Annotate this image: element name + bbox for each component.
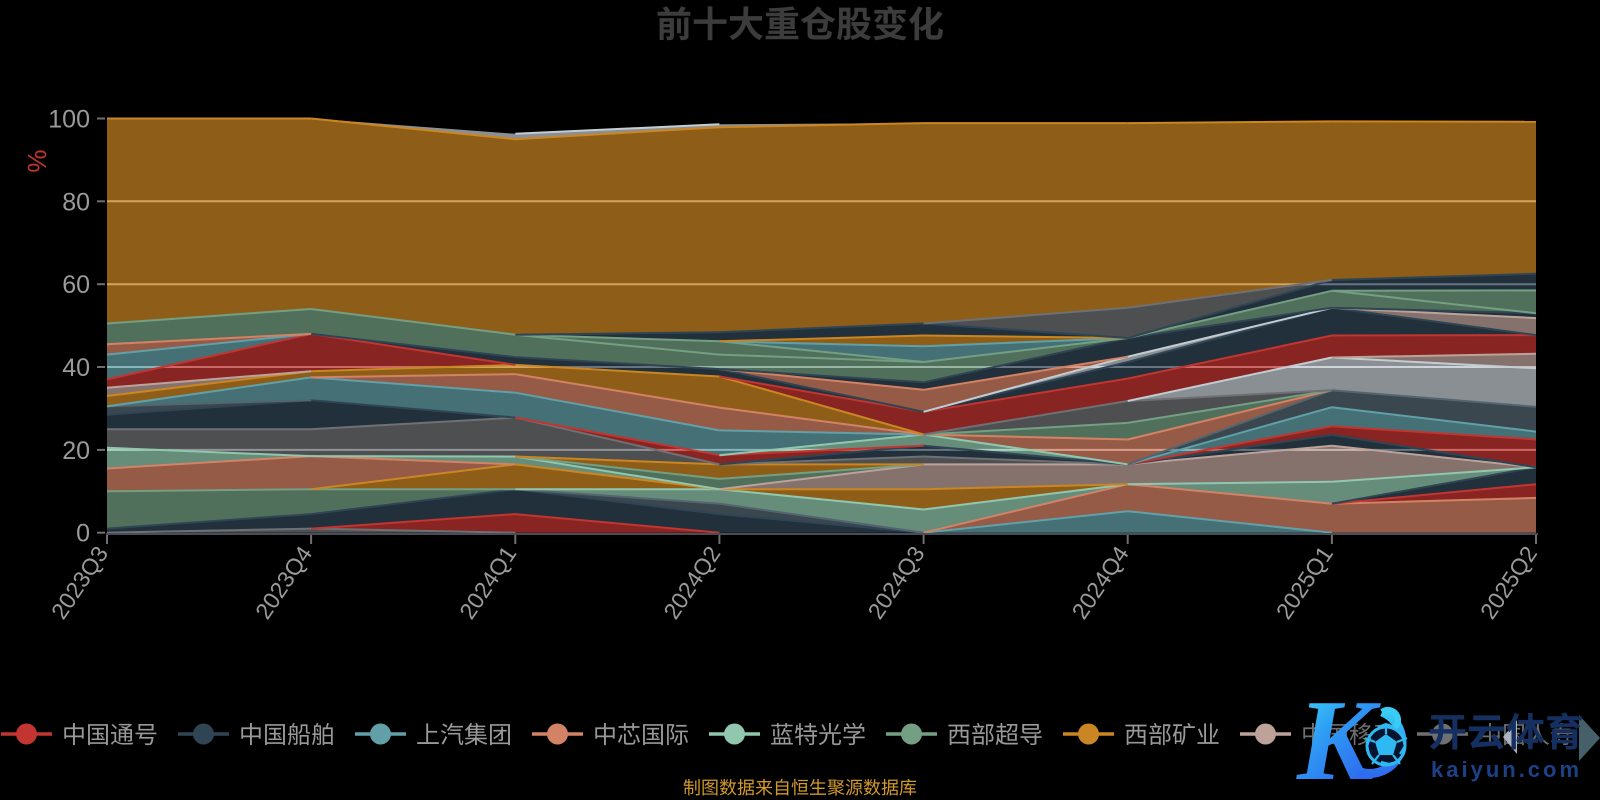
svg-text:kaiyun.com: kaiyun.com [1431,757,1582,782]
svg-text:%: % [22,149,52,172]
svg-text:60: 60 [62,271,90,299]
svg-text:20: 20 [62,437,90,465]
svg-text:0: 0 [76,520,90,548]
svg-text:80: 80 [62,188,90,216]
svg-text:40: 40 [62,354,90,382]
svg-text:100: 100 [48,106,90,134]
